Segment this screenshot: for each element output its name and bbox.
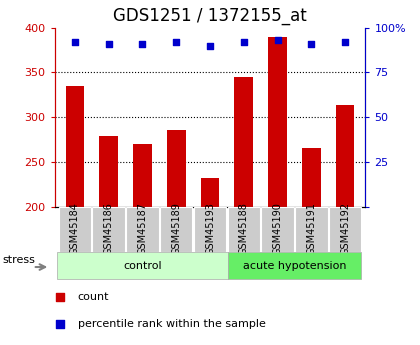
Point xyxy=(207,43,213,48)
Bar xyxy=(57,252,228,279)
Bar xyxy=(295,207,328,252)
Point xyxy=(71,39,78,45)
Bar xyxy=(329,207,361,252)
Text: stress: stress xyxy=(3,255,36,265)
Bar xyxy=(133,144,152,207)
Bar xyxy=(66,86,84,207)
Bar xyxy=(194,207,226,252)
Bar xyxy=(302,148,320,207)
Text: GSM45193: GSM45193 xyxy=(205,202,215,255)
Text: GSM45192: GSM45192 xyxy=(340,202,350,255)
Bar xyxy=(336,105,354,207)
Point xyxy=(56,294,63,299)
Title: GDS1251 / 1372155_at: GDS1251 / 1372155_at xyxy=(113,7,307,25)
Point xyxy=(139,41,146,47)
Bar xyxy=(92,207,125,252)
Bar xyxy=(268,37,287,207)
Bar xyxy=(100,136,118,207)
Text: GSM45189: GSM45189 xyxy=(171,202,181,255)
Bar xyxy=(59,207,91,252)
Text: count: count xyxy=(78,292,109,302)
Point xyxy=(105,41,112,47)
Text: acute hypotension: acute hypotension xyxy=(243,261,346,270)
Text: GSM45184: GSM45184 xyxy=(70,202,80,255)
Bar xyxy=(126,207,159,252)
Point xyxy=(56,322,63,327)
Text: GSM45187: GSM45187 xyxy=(137,202,147,255)
Bar xyxy=(160,207,192,252)
Bar xyxy=(234,77,253,207)
Bar xyxy=(167,130,186,207)
Point xyxy=(173,39,180,45)
Text: control: control xyxy=(123,261,162,270)
Text: GSM45190: GSM45190 xyxy=(273,202,283,255)
Point xyxy=(240,39,247,45)
Bar xyxy=(228,252,361,279)
Text: GSM45191: GSM45191 xyxy=(306,202,316,255)
Point xyxy=(342,39,349,45)
Bar xyxy=(201,178,219,207)
Point xyxy=(274,37,281,43)
Text: percentile rank within the sample: percentile rank within the sample xyxy=(78,319,265,329)
Point xyxy=(308,41,315,47)
Bar xyxy=(261,207,294,252)
Text: GSM45188: GSM45188 xyxy=(239,202,249,255)
Bar xyxy=(228,207,260,252)
Text: GSM45186: GSM45186 xyxy=(104,202,114,255)
